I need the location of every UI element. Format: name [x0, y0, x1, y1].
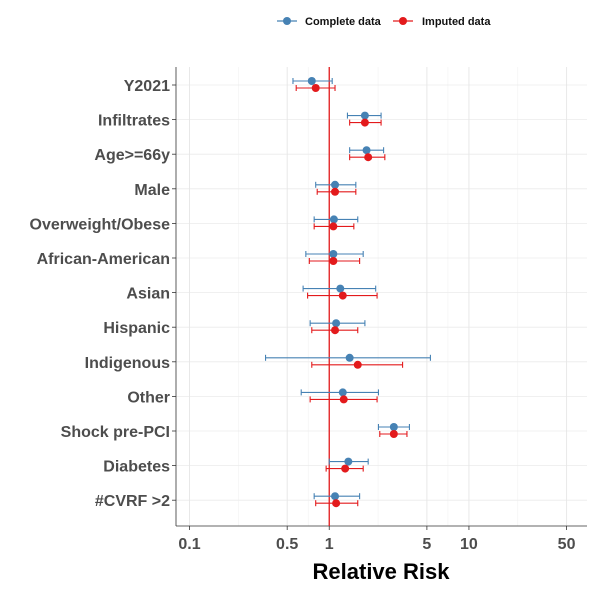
x-tick-label: 0.1 [178, 536, 200, 553]
category-label: Y2021 [124, 78, 170, 95]
x-tick-label: 0.5 [276, 536, 298, 553]
estimate-point [338, 388, 347, 397]
series-1 [295, 84, 408, 508]
series-layer [264, 77, 431, 508]
legend-item-1: Imputed data [393, 16, 491, 28]
legend: Complete data Imputed data [277, 16, 491, 28]
category-label: Hispanic [103, 320, 170, 337]
estimate-point [331, 326, 340, 335]
estimate-point [332, 319, 341, 328]
category-label: Other [127, 389, 170, 406]
estimate-point [329, 222, 338, 231]
legend-label: Imputed data [422, 16, 491, 28]
estimate-point [345, 353, 354, 362]
x-tick-label: 1 [325, 536, 334, 553]
estimate-point [362, 146, 371, 155]
estimate-point [329, 250, 338, 258]
category-label: Male [134, 182, 170, 199]
estimate-point [360, 118, 369, 127]
estimate-point [332, 499, 341, 508]
estimate-point [336, 284, 345, 293]
estimate-point [389, 423, 398, 431]
estimate-point [339, 395, 348, 404]
estimate-point [364, 153, 373, 162]
x-axis-title: Relative Risk [313, 559, 451, 584]
x-tick-label: 5 [422, 536, 431, 553]
category-label: Age>=66y [94, 147, 170, 164]
category-label: Diabetes [103, 459, 170, 476]
estimate-point [329, 215, 338, 224]
estimate-point [389, 430, 398, 438]
series-0 [264, 77, 431, 501]
legend-item-0: Complete data [277, 16, 382, 28]
estimate-point [307, 77, 316, 85]
estimate-point [311, 84, 320, 92]
estimate-point [360, 111, 369, 120]
legend-key-point [283, 17, 291, 25]
category-label: Infiltrates [98, 113, 170, 130]
estimate-point [331, 187, 340, 196]
category-label: Indigenous [85, 355, 170, 372]
estimate-point [344, 457, 353, 466]
legend-label: Complete data [305, 16, 382, 28]
x-tick-label: 50 [558, 536, 576, 553]
estimate-point [329, 257, 338, 265]
grid [175, 67, 587, 527]
x-tick-labels: 0.1 0.5 1 5 10 50 [178, 526, 576, 553]
category-label: African-American [37, 251, 170, 268]
estimate-point [331, 492, 340, 501]
category-label: Asian [126, 286, 170, 303]
legend-key-point [399, 17, 407, 25]
estimate-point [331, 180, 340, 189]
x-tick-label: 10 [460, 536, 478, 553]
category-label: #CVRF >2 [95, 493, 170, 510]
estimate-point [338, 291, 347, 300]
estimate-point [353, 360, 362, 369]
category-label: Shock pre-PCI [61, 424, 170, 441]
estimate-point [341, 464, 350, 473]
category-label: Overweight/Obese [30, 216, 171, 233]
category-labels: Y2021 Infiltrates Age>=66y Male Overweight/O… [30, 78, 176, 510]
